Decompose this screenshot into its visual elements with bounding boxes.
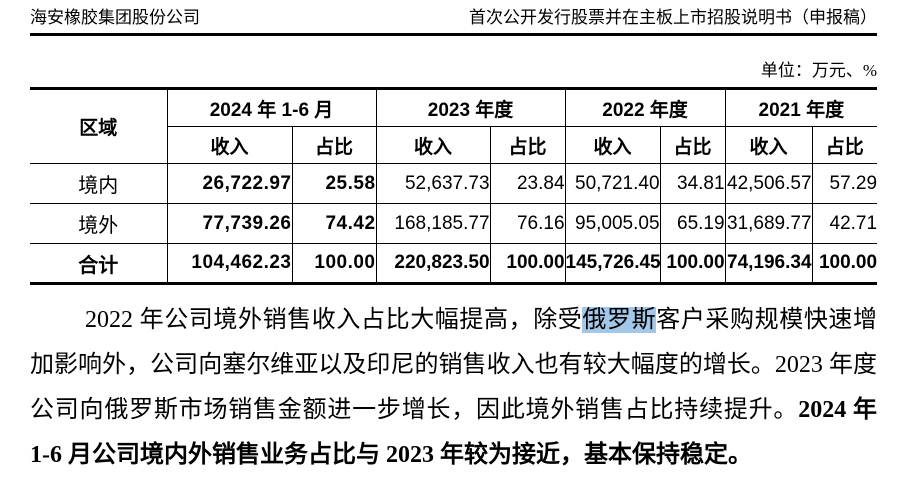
table-cell: 76.16 [489, 203, 566, 244]
table-cell: 25.58 [291, 163, 377, 204]
paragraph-text: 客户采购规模快速增加影响外，公司向塞尔维亚以及印尼的销售收入也有较大幅度的增长。… [30, 307, 878, 423]
table-cell: 100.00 [489, 243, 566, 284]
unit-label: 单位：万元、% [760, 61, 877, 80]
table-cell: 52,637.73 [375, 163, 491, 204]
table-cell: 57.29 [811, 163, 878, 204]
column-header-2023: 2023 年度 [375, 88, 566, 127]
page-header: 海安橡胶集团股份公司 首次公开发行股票并在主板上市招股说明书（申报稿） [30, 0, 877, 36]
paragraph-text-bold: 2024 年 1-6 月公司境内外销售业务占比与 2023 年较为接近，基本保持… [30, 397, 877, 468]
table-cell: 74.42 [291, 203, 377, 244]
column-header-2022: 2022 年度 [564, 88, 726, 127]
table-row-domestic: 境内 26,722.97 25.58 52,637.73 23.84 50,72… [30, 163, 878, 204]
subheader-revenue-2024: 收入 [167, 126, 293, 164]
table-row-overseas: 境外 77,739.26 74.42 168,185.77 76.16 95,0… [30, 203, 878, 244]
table-cell: 77,739.26 [166, 203, 293, 244]
table-cell: 100.00 [811, 243, 878, 284]
row-label-overseas: 境外 [30, 203, 168, 244]
column-header-2021: 2021 年度 [724, 88, 878, 127]
row-label-total: 合计 [30, 243, 168, 284]
company-name: 海安橡胶集团股份公司 [30, 8, 200, 27]
subheader-share-2023: 占比 [489, 126, 566, 164]
table-cell: 145,726.45 [564, 243, 661, 284]
paragraph-text: 2022 年公司境外销售收入占比大幅提高，除受 [85, 307, 583, 333]
table-cell: 74,196.34 [724, 243, 813, 284]
subheader-share-2024: 占比 [291, 126, 377, 164]
column-header-region: 区域 [30, 88, 168, 164]
table-cell: 50,721.40 [564, 163, 661, 204]
table-cell: 42.71 [811, 203, 878, 244]
revenue-by-region-table: 区域 2024 年 1-6 月 2023 年度 2022 年度 2021 年度 … [30, 87, 878, 285]
table-cell: 220,823.50 [375, 243, 491, 284]
subheader-share-2022: 占比 [659, 126, 726, 164]
table-cell: 95,005.05 [564, 203, 661, 244]
body-paragraph: 2022 年公司境外销售收入占比大幅提高，除受俄罗斯客户采购规模快速增加影响外，… [30, 298, 877, 478]
table-cell: 42,506.57 [724, 163, 813, 204]
table-cell: 100.00 [291, 243, 377, 284]
table-cell: 26,722.97 [166, 163, 293, 204]
table-cell: 100.00 [659, 243, 726, 284]
subheader-share-2021: 占比 [811, 126, 878, 164]
table-cell: 34.81 [659, 163, 726, 204]
column-header-2024: 2024 年 1-6 月 [166, 88, 377, 127]
table-cell: 168,185.77 [375, 203, 491, 244]
subheader-revenue-2023: 收入 [375, 126, 491, 164]
row-label-domestic: 境内 [30, 163, 168, 204]
table-cell: 65.19 [659, 203, 726, 244]
subheader-revenue-2022: 收入 [564, 126, 661, 164]
table-row-total: 合计 104,462.23 100.00 220,823.50 100.00 1… [30, 243, 878, 284]
table-header-group-row: 区域 2024 年 1-6 月 2023 年度 2022 年度 2021 年度 [30, 88, 878, 164]
table-cell: 104,462.23 [166, 243, 293, 284]
table-cell: 31,689.77 [724, 203, 813, 244]
table-cell: 23.84 [489, 163, 566, 204]
selected-text: 俄罗斯 [582, 307, 657, 333]
subheader-revenue-2021: 收入 [724, 126, 813, 164]
document-title: 首次公开发行股票并在主板上市招股说明书（申报稿） [469, 8, 877, 27]
